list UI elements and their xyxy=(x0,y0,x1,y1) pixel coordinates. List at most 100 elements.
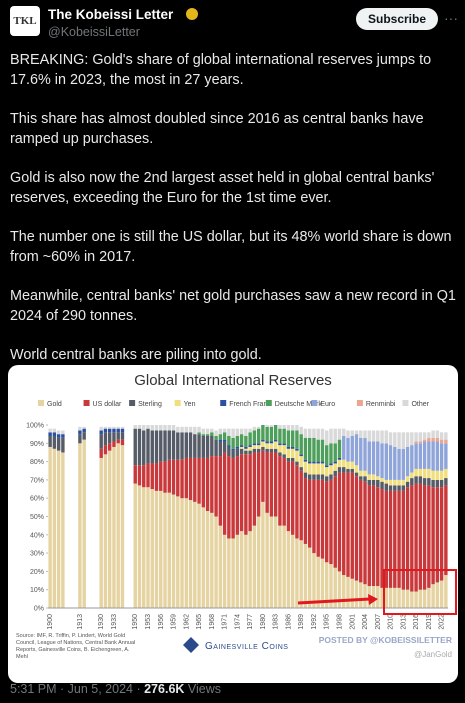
bar-segment xyxy=(273,441,278,449)
bar-segment xyxy=(354,472,359,477)
bar-segment xyxy=(222,534,227,608)
bar-segment xyxy=(244,446,248,449)
y-tick-label: 90% xyxy=(30,441,44,448)
bar-segment xyxy=(252,525,257,608)
bar-segment xyxy=(333,463,337,471)
bar-segment xyxy=(312,463,316,475)
bar-segment xyxy=(359,470,363,477)
x-tick-label: 1995 xyxy=(324,614,331,630)
bar-segment xyxy=(248,531,252,608)
bar-segment xyxy=(205,511,210,608)
bar-segment xyxy=(316,439,320,462)
bar-segment xyxy=(393,587,397,608)
bar-segment xyxy=(227,456,231,539)
bar-segment xyxy=(444,478,448,486)
bar-segment xyxy=(142,425,146,431)
bar-segment xyxy=(320,558,325,608)
bar-segment xyxy=(273,448,278,453)
bar-segment xyxy=(295,450,299,462)
bar-segment xyxy=(282,454,286,458)
author-name[interactable]: The Kobeissi Letter xyxy=(48,7,174,22)
bar-segment xyxy=(388,490,393,588)
bar-segment xyxy=(120,432,125,440)
bar-segment xyxy=(371,430,376,442)
bar-segment xyxy=(146,463,150,488)
bar-segment xyxy=(337,467,342,473)
bar-segment xyxy=(299,454,303,457)
bar-segment xyxy=(248,454,252,532)
legend-label: Renminbi xyxy=(366,401,396,408)
bar-segment xyxy=(214,435,218,440)
bar-segment xyxy=(99,434,103,449)
bar-segment xyxy=(205,428,210,435)
more-menu[interactable]: ··· xyxy=(444,10,458,26)
bar-segment xyxy=(350,430,354,436)
bar-segment xyxy=(256,426,261,429)
legend-label: US dollar xyxy=(93,401,122,408)
bar-segment xyxy=(418,468,423,477)
avatar[interactable]: TKL xyxy=(10,6,40,36)
bar-segment xyxy=(316,556,320,608)
x-tick-label: 1956 xyxy=(158,614,165,630)
chart-title: Global International Reserves xyxy=(134,372,332,389)
bar-segment xyxy=(418,589,423,608)
bar-segment xyxy=(52,448,57,608)
bar-segment xyxy=(252,452,257,526)
bar-segment xyxy=(269,448,274,453)
bar-segment xyxy=(210,432,214,436)
bar-segment xyxy=(414,476,418,484)
bar-segment xyxy=(159,461,163,491)
bar-segment xyxy=(120,439,125,446)
chart-image[interactable]: Global International Reserves Gold US dol… xyxy=(8,365,458,683)
bar-segment xyxy=(235,448,240,457)
y-tick-label: 30% xyxy=(30,551,44,558)
bar-segment xyxy=(435,487,440,583)
y-tick-label: 20% xyxy=(30,569,44,576)
bar-segment xyxy=(342,575,346,608)
bar-segment xyxy=(205,457,210,512)
bar-segment xyxy=(231,538,235,608)
bar-segment xyxy=(137,425,142,429)
legend-label: Yen xyxy=(184,401,196,408)
bar-segment xyxy=(188,432,193,458)
bar-segment xyxy=(256,443,261,446)
bar-segment xyxy=(61,437,65,453)
bar-segment xyxy=(278,443,282,446)
bar-segment xyxy=(333,443,337,462)
bar-segment xyxy=(333,476,337,568)
bar-segment xyxy=(388,445,393,480)
paragraph: The number one is still the US dollar, b… xyxy=(10,229,452,265)
bar-segment xyxy=(201,457,206,508)
y-tick-label: 70% xyxy=(30,477,44,484)
bar-segment xyxy=(154,463,159,491)
bar-segment xyxy=(239,445,244,447)
bar-segment xyxy=(422,441,427,469)
bar-segment xyxy=(218,434,223,440)
bar-segment xyxy=(265,448,269,453)
bar-segment xyxy=(439,580,444,608)
legend-swatch xyxy=(402,400,409,406)
bar-segment xyxy=(218,439,223,442)
x-tick-label: 1930 xyxy=(98,614,105,630)
bar-segment xyxy=(312,437,316,462)
legend-label: Other xyxy=(411,401,429,408)
legend-label: Gold xyxy=(47,401,62,408)
bar-segment xyxy=(316,461,320,464)
bar-segment xyxy=(108,426,112,429)
bar-segment xyxy=(342,472,346,576)
bar-segment xyxy=(388,587,393,608)
author-handle[interactable]: @KobeissiLetter xyxy=(48,25,140,39)
timestamp[interactable]: 5:31 PM · Jun 5, 2024 · xyxy=(10,682,145,696)
y-tick-label: 60% xyxy=(30,496,44,503)
bar-segment xyxy=(444,575,448,608)
bar-segment xyxy=(248,450,252,455)
bar-segment xyxy=(325,562,329,608)
bar-segment xyxy=(137,465,142,486)
x-tick-label: 1977 xyxy=(247,614,254,630)
bar-segment xyxy=(214,516,218,608)
subscribe-button[interactable]: Subscribe xyxy=(356,8,438,30)
bar-segment xyxy=(371,474,376,480)
x-tick-label: 2019 xyxy=(426,614,433,630)
bar-segment xyxy=(320,439,325,462)
bar-segment xyxy=(61,430,65,435)
